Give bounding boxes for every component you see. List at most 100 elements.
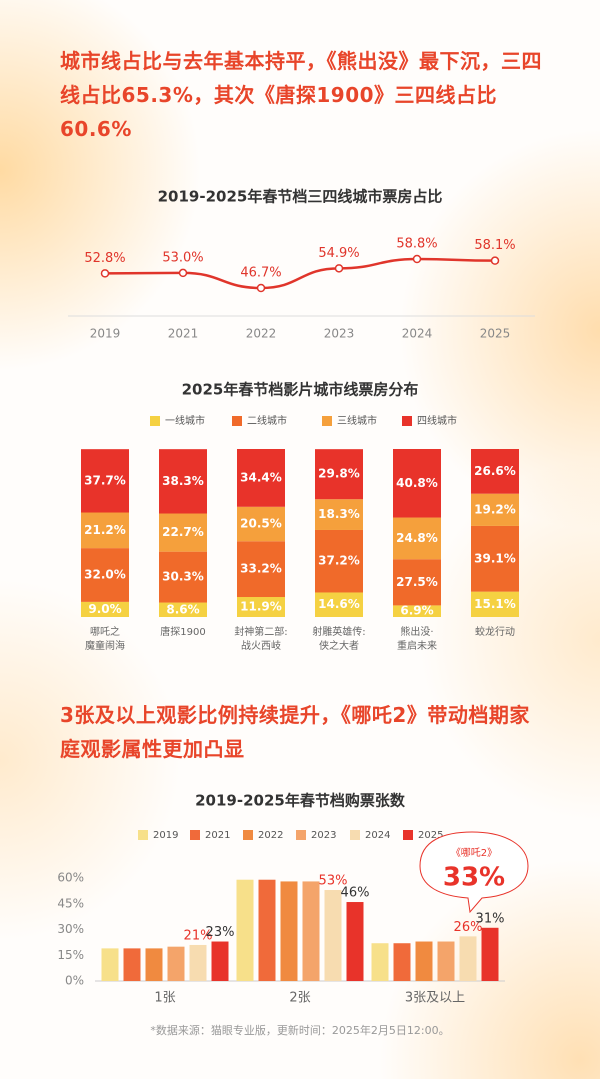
bar [236, 879, 254, 981]
bar [437, 941, 455, 981]
x-tick-label: 3张及以上 [405, 991, 465, 1006]
bar-segment [315, 449, 363, 500]
y-tick-label: 30% [57, 922, 84, 936]
value-label: 34.4% [240, 470, 282, 484]
legend-swatch [150, 416, 160, 426]
value-label: 32.0% [84, 568, 126, 582]
bar-segment [393, 517, 441, 560]
legend-swatch [138, 830, 148, 840]
value-label: 38.3% [162, 474, 204, 488]
value-label: 54.9% [318, 246, 359, 261]
bar-segment [237, 506, 285, 542]
chart-title: 2019-2025年春节档三四线城市票房占比 [158, 188, 443, 206]
legend-label: 2024 [365, 830, 390, 841]
x-tick-label: 蛟龙行动 [475, 625, 515, 638]
bar-segment [471, 493, 519, 526]
bar-segment [159, 513, 207, 552]
bar-segment [81, 601, 129, 617]
legend-swatch [402, 416, 412, 426]
value-label: 37.7% [84, 473, 126, 487]
y-tick-label: 45% [57, 896, 84, 910]
point [100, 269, 110, 278]
bar-segment [81, 449, 129, 513]
bar-segment [237, 597, 285, 617]
point [178, 268, 188, 278]
bar-segment [393, 449, 441, 518]
bar-segment [471, 525, 519, 592]
bar-segment [393, 559, 441, 606]
value-label: 21.2% [84, 523, 126, 537]
x-tick-label: 2024 [402, 327, 433, 341]
bar [371, 943, 389, 981]
bar [189, 944, 207, 981]
value-label: 37.2% [318, 554, 360, 568]
bar-segment [393, 605, 441, 617]
legend-label: 二线城市 [247, 414, 287, 427]
x-tick-label: 2021 [168, 327, 199, 341]
value-label: 11.9% [240, 600, 282, 614]
value-label: 58.1% [474, 238, 515, 253]
bar [302, 881, 320, 981]
value-label: 46.7% [240, 266, 281, 281]
legend-label: 四线城市 [417, 414, 457, 427]
bar-segment [315, 592, 363, 617]
x-tick-label: 1张 [154, 991, 175, 1006]
value-label: 20.5% [240, 517, 282, 531]
callout-bubble [419, 831, 529, 914]
point [256, 283, 266, 293]
value-label: 30.3% [162, 570, 204, 584]
bar-segment [315, 499, 363, 530]
x-tick-label: 2025 [480, 327, 511, 341]
legend-label: 三线城市 [337, 414, 377, 427]
x-tick-label: 2023 [324, 327, 355, 341]
value-label: 21% [184, 928, 213, 943]
value-label: 39.1% [474, 551, 516, 565]
bar-segment [159, 449, 207, 514]
bar [145, 948, 163, 981]
bar-segment [237, 541, 285, 598]
headline: 3张及以上观影比例持续提升，《哪吒2》带动档期家庭观影属性更加凸显 [60, 703, 530, 761]
legend-label: 2025 [418, 830, 443, 841]
value-label: 31% [476, 911, 505, 926]
bar-segment [315, 529, 363, 593]
x-tick-label: 哪吒之魔童闹海 [85, 625, 125, 652]
value-label: 15.1% [474, 597, 516, 611]
value-label: 8.6% [166, 602, 199, 616]
y-tick-label: 60% [57, 871, 84, 885]
value-label: 29.8% [318, 467, 360, 481]
bar [324, 890, 342, 981]
value-label: 24.8% [396, 531, 438, 545]
bar-segment [237, 449, 285, 507]
x-tick-label: 封神第二部:战火西岐 [234, 625, 287, 652]
bar-segment [81, 512, 129, 549]
callout-value: 33% [443, 863, 505, 893]
value-label: 27.5% [396, 575, 438, 589]
legend-swatch [350, 830, 360, 840]
y-tick-label: 15% [57, 948, 84, 962]
bar-segment [159, 602, 207, 617]
legend-swatch [243, 830, 253, 840]
bar [481, 927, 499, 981]
x-tick-label: 2022 [246, 327, 277, 341]
x-tick-label: 射雕英雄传:侠之大者 [312, 625, 365, 652]
x-tick-label: 熊出没·重启未来 [397, 625, 437, 652]
bar-segment [471, 591, 519, 617]
bar [123, 948, 141, 981]
value-label: 18.3% [318, 507, 360, 521]
value-label: 19.2% [474, 502, 516, 516]
chart-title: 2019-2025年春节档购票张数 [195, 792, 406, 810]
value-label: 26% [454, 920, 483, 935]
value-label: 53% [319, 874, 348, 889]
bar-segment [159, 551, 207, 603]
headline: 城市线占比与去年基本持平，《熊出没》最下沉，三四线占比65.3%，其次《唐探19… [60, 49, 542, 141]
callout-title: 《哪吒2》 [451, 847, 497, 859]
legend-label: 一线城市 [165, 414, 205, 427]
legend-label: 2019 [153, 830, 178, 841]
legend-swatch [232, 416, 242, 426]
value-label: 14.6% [318, 597, 360, 611]
value-label: 26.6% [474, 464, 516, 478]
bar [211, 941, 229, 981]
legend-swatch [190, 830, 200, 840]
